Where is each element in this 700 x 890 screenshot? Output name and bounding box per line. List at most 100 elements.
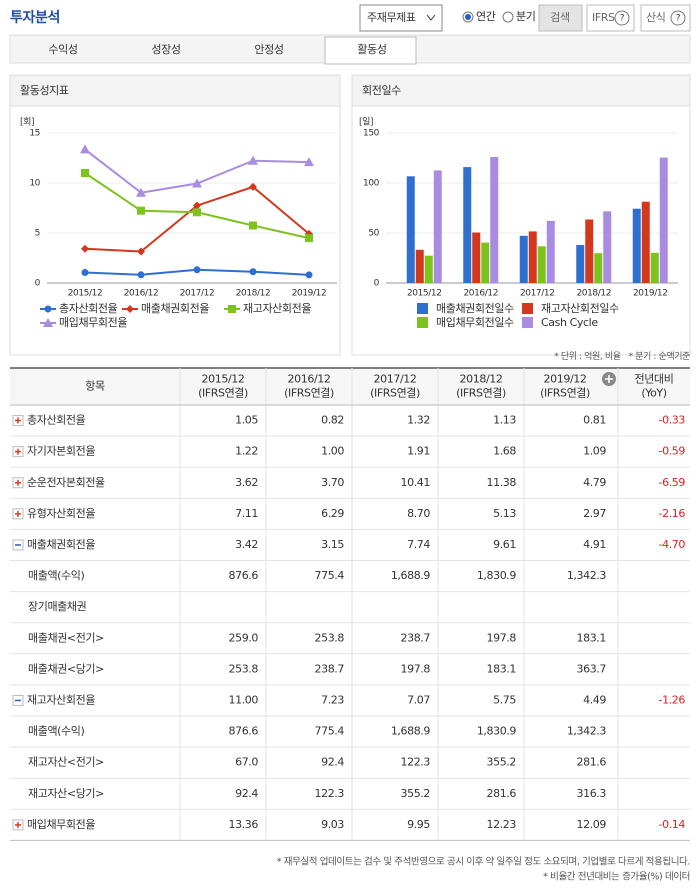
formula-button[interactable] (640, 4, 691, 32)
bar (463, 167, 472, 283)
toggle-mark (15, 821, 21, 828)
cell: 10.41 (401, 476, 431, 489)
tab-active[interactable] (324, 36, 417, 65)
legend-label: 재고자산회전율 (243, 302, 311, 315)
legend-label: 매출채권회전율 (141, 302, 209, 315)
cell: 183.1 (577, 631, 607, 644)
tab[interactable]: 수익성 (48, 43, 78, 56)
cell: 197.8 (487, 631, 517, 644)
formula-label: 산식 (646, 11, 665, 24)
y-tick-label: 150 (363, 129, 380, 139)
unit-label: [일] (359, 117, 373, 128)
column-header: 2015/12 (202, 373, 245, 386)
cell: 0.81 (583, 414, 606, 427)
panel-head (351, 74, 691, 107)
column-header: 전년대비 (635, 373, 674, 386)
ifrs-label: IFRS (592, 11, 615, 24)
cell: 316.3 (577, 787, 607, 800)
help-icon (614, 10, 630, 26)
column-header: 2018/12 (460, 373, 503, 386)
bar (576, 245, 585, 283)
column-header: 2017/12 (374, 373, 417, 386)
radio-label: 연간 (476, 10, 496, 23)
marker (304, 157, 314, 167)
marker (193, 266, 201, 274)
toggle-mark (15, 510, 21, 517)
cell: 5.75 (493, 693, 516, 706)
help-mark: ? (676, 14, 681, 24)
marker (81, 169, 89, 177)
marker (126, 305, 134, 313)
cell: 1,688.9 (391, 569, 431, 582)
column-header: 항목 (85, 380, 105, 393)
marker (248, 155, 258, 165)
marker (44, 305, 52, 313)
yoy: -4.70 (659, 538, 686, 551)
column-header: 2019/12 (544, 373, 587, 386)
legend-swatch (417, 303, 428, 314)
y-tick-label: 15 (29, 129, 40, 139)
cell: 238.7 (315, 662, 345, 675)
cell: 3.70 (321, 476, 344, 489)
column-header: (IFRS연결) (198, 387, 248, 400)
y-tick-label: 100 (363, 179, 380, 189)
cell: 1,830.9 (477, 725, 517, 738)
chart-title: 회전일수 (362, 83, 401, 97)
cell: 281.6 (487, 787, 517, 800)
unit-label: [회] (20, 117, 34, 128)
x-tick-label: 2016/12 (124, 289, 159, 299)
cell: 13.36 (229, 818, 259, 831)
bar (650, 252, 659, 283)
bar (603, 211, 612, 283)
cell: 92.4 (235, 787, 258, 800)
marker (249, 268, 257, 276)
radio-dot (465, 14, 471, 20)
tab[interactable]: 안정성 (254, 43, 284, 56)
bar (537, 246, 546, 283)
select-box[interactable] (359, 4, 443, 32)
marker (137, 206, 145, 215)
cell: 253.8 (315, 631, 345, 644)
cell: 7.11 (235, 507, 258, 520)
cell: 3.42 (235, 538, 258, 551)
bar (519, 235, 528, 283)
cell: 9.95 (407, 818, 430, 831)
cell: 876.6 (229, 725, 259, 738)
cell: 92.4 (321, 756, 344, 769)
marker (193, 208, 201, 217)
yoy: -2.16 (659, 507, 686, 520)
cell: 6.29 (321, 507, 344, 520)
legend-swatch (417, 317, 428, 328)
note: * 단위 : 억원, 비율 * 분기 : 순액기준 (554, 350, 690, 362)
cell: 1.00 (321, 445, 344, 458)
x-tick-label: 2015/12 (407, 289, 442, 299)
cell: 183.1 (487, 662, 517, 675)
ifrs-button[interactable] (586, 4, 635, 32)
search-button[interactable] (538, 4, 583, 32)
cell: 4.79 (583, 476, 606, 489)
bar (594, 253, 603, 283)
cell: 1.91 (407, 445, 430, 458)
cell: 2.97 (583, 507, 606, 520)
marker (249, 182, 257, 191)
cell: 8.70 (407, 507, 430, 520)
cell: 1,688.9 (391, 725, 431, 738)
help-icon (670, 10, 686, 26)
x-tick-label: 2019/12 (633, 289, 668, 299)
cell: 775.4 (315, 569, 345, 582)
cell: 9.03 (321, 818, 344, 831)
column-header: (IFRS연결) (284, 387, 334, 400)
bar (433, 170, 442, 283)
table-head (10, 368, 690, 405)
row-label: 매출액(수익) (28, 569, 84, 582)
bar (546, 220, 555, 283)
cell: 1.09 (583, 445, 606, 458)
search-label: 검색 (550, 11, 569, 24)
tab[interactable]: 성장성 (151, 43, 181, 56)
tab[interactable]: 활동성 (357, 42, 387, 56)
legend-label: 매입채무회전율 (59, 316, 127, 329)
cell: 0.82 (321, 414, 344, 427)
cell: 253.8 (229, 662, 259, 675)
y-tick-label: 0 (374, 279, 380, 289)
radio[interactable] (502, 11, 514, 23)
